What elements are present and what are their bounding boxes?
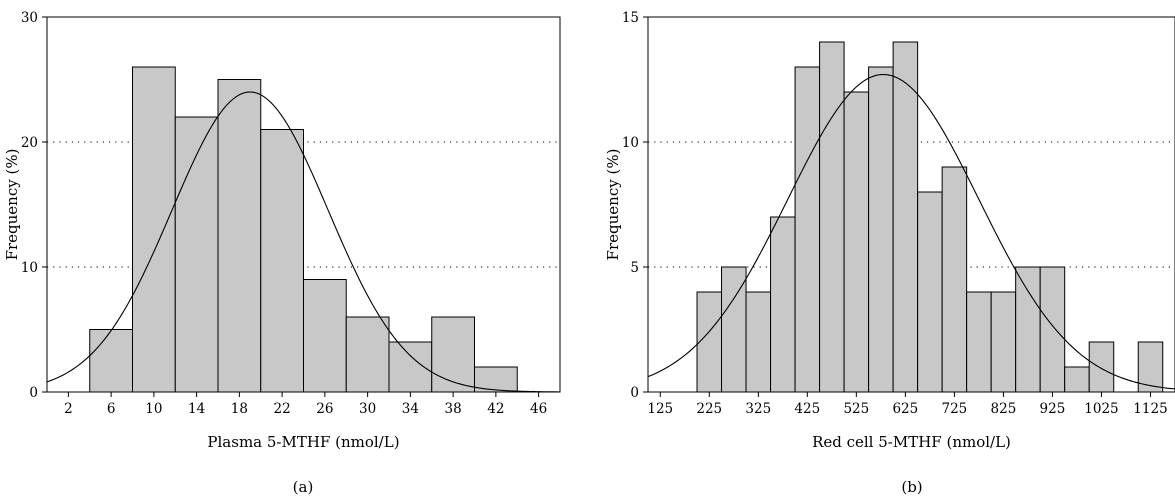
x-tick-label-46: 46 [530,401,547,417]
histogram-bar-675 [917,191,943,393]
x-tick-label-725: 725 [942,401,968,417]
y-tick-label-15: 15 [622,10,639,26]
y-axis-title: Frequency (%) [604,149,622,261]
x-tick-label-525: 525 [843,401,869,417]
normal-curve [647,73,1175,390]
x-axis-title: Plasma 5-MTHF (nmol/L) [207,433,399,451]
histogram-bar-6 [89,329,133,393]
plot-frame [647,16,1175,393]
histogram-bar-18 [217,79,262,393]
y-axis-title: Frequency (%) [3,149,21,261]
histogram-bar-375 [770,216,796,393]
x-tick-label-125: 125 [647,401,673,417]
x-tick-label-425: 425 [794,401,820,417]
panel-b-histogram: 0 5 10 15 125 225 325 425 525 625 725 825 925 1025 112… [604,10,1175,496]
x-tick-label-1125: 1125 [1133,401,1167,417]
histogram-bar-325 [745,291,772,393]
histogram-bar-1025 [1088,341,1115,393]
x-tick-label-10: 10 [145,401,162,417]
histogram-bar-30 [345,316,390,393]
histogram-bar-575 [868,66,894,393]
x-tick-label-26: 26 [316,401,333,417]
x-tick-label-625: 625 [892,401,918,417]
histogram-bar-26 [303,279,347,393]
histogram-bar-825 [990,291,1017,393]
y-tick-label-0: 0 [630,385,639,401]
histogram-bar-975 [1064,366,1090,393]
x-tick-label-14: 14 [188,401,205,417]
y-tick-label-0: 0 [29,385,38,401]
histogram-bar-34 [388,341,433,393]
y-tick-label-10: 10 [622,135,639,151]
x-tick-label-34: 34 [402,401,419,417]
histogram-bar-625 [892,41,919,393]
histogram-bar-10 [132,66,176,393]
panel-label: (a) [293,478,314,496]
histogram-bar-725 [941,166,968,393]
histogram-bar-925 [1039,266,1066,393]
histogram-bar-475 [819,41,845,393]
histogram-bar-38 [431,316,475,393]
y-tick-label-10: 10 [21,260,38,276]
histogram-bar-525 [843,91,870,393]
y-tick-label-30: 30 [21,10,38,26]
histogram-bar-225 [696,291,723,393]
histogram-bar-775 [966,291,992,393]
x-tick-label-925: 925 [1040,401,1066,417]
histogram-bar-425 [794,66,821,393]
normal-curve [46,91,561,393]
histogram-bar-22 [260,129,304,393]
histogram-bar-275 [721,266,747,393]
x-tick-label-18: 18 [231,401,248,417]
histogram-bar-1125 [1137,341,1164,393]
x-tick-label-825: 825 [991,401,1017,417]
y-tick-label-20: 20 [21,135,38,151]
plot-frame [46,16,561,393]
x-tick-label-325: 325 [745,401,771,417]
x-tick-label-22: 22 [274,401,291,417]
x-tick-label-42: 42 [487,401,504,417]
y-tick-label-5: 5 [630,260,639,276]
histogram-bar-875 [1015,266,1041,393]
x-axis-title: Red cell 5-MTHF (nmol/L) [812,433,1011,451]
panel-label: (b) [901,478,922,496]
x-tick-label-225: 225 [696,401,722,417]
x-tick-label-1025: 1025 [1084,401,1118,417]
x-tick-label-38: 38 [445,401,462,417]
x-tick-label-6: 6 [107,401,116,417]
x-tick-label-2: 2 [64,401,73,417]
x-tick-label-30: 30 [359,401,376,417]
histogram-bar-14 [174,116,219,393]
